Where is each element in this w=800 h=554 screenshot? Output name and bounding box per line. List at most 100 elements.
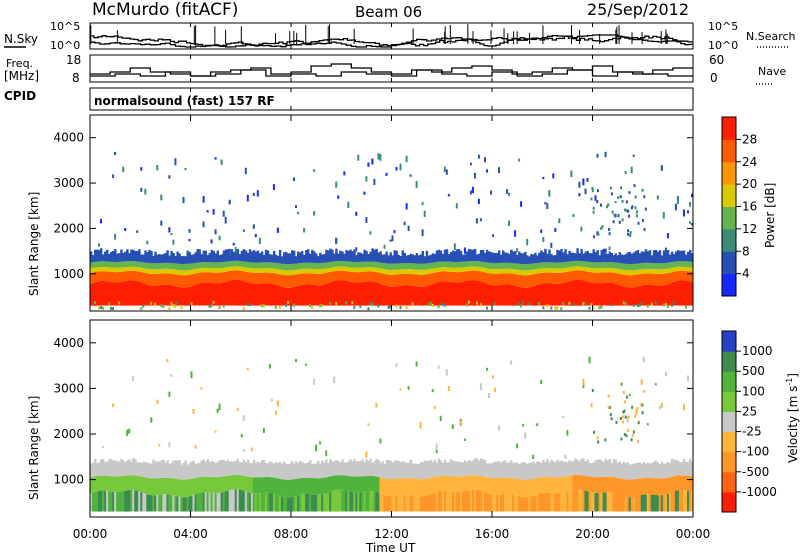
heatmap-cell xyxy=(632,154,635,157)
heatmap-cell xyxy=(449,282,453,306)
heatmap-cell xyxy=(216,268,219,273)
heatmap-cell xyxy=(216,272,219,284)
heatmap-cell xyxy=(576,270,579,280)
heatmap-cell xyxy=(142,492,145,512)
heatmap-cell xyxy=(632,430,635,434)
heatmap-cell xyxy=(315,463,318,479)
heatmap-cell xyxy=(548,268,551,273)
heatmap-cell xyxy=(634,414,637,418)
heatmap-cell xyxy=(124,490,127,512)
heatmap-cell xyxy=(596,272,599,284)
heatmap-cell xyxy=(128,266,131,271)
heatmap-cell xyxy=(383,285,386,306)
heatmap-cell xyxy=(678,475,682,490)
heatmap-cell xyxy=(176,274,179,287)
heatmap-cell xyxy=(582,253,585,262)
heatmap-cell xyxy=(395,269,398,275)
heatmap-cell xyxy=(100,306,102,309)
heatmap-cell xyxy=(650,285,654,306)
heatmap-cell xyxy=(477,490,481,512)
heatmap-cell xyxy=(492,285,495,306)
heatmap-cell xyxy=(387,479,390,497)
heatmap-cell xyxy=(160,194,163,201)
heatmap-cell xyxy=(128,475,131,490)
heatmap-cell xyxy=(337,266,340,271)
heatmap-cell xyxy=(514,230,517,237)
heatmap-cell xyxy=(469,162,472,166)
heatmap-cell xyxy=(264,283,268,306)
heatmap-cell xyxy=(160,263,163,269)
heatmap-cell xyxy=(618,263,621,270)
velocity-colorbar-label: Velocity [m s-1] xyxy=(785,373,800,463)
heatmap-cell xyxy=(305,250,308,263)
heatmap-cell xyxy=(164,262,167,269)
heatmap-cell xyxy=(411,254,414,264)
heatmap-cell xyxy=(369,475,372,491)
heatmap-cell xyxy=(606,205,609,209)
heatmap-cell xyxy=(682,261,686,267)
heatmap-cell xyxy=(220,159,223,165)
heatmap-cell xyxy=(435,282,439,306)
heatmap-cell xyxy=(626,287,630,306)
heatmap-cell xyxy=(303,268,306,274)
heatmap-cell xyxy=(196,268,199,274)
heatmap-cell xyxy=(395,496,398,512)
heatmap-cell xyxy=(433,459,437,477)
heatmap-cell xyxy=(518,158,521,162)
power-colorbar-label: Power [dB] xyxy=(763,183,777,248)
heatmap-cell xyxy=(136,462,139,476)
heatmap-cell xyxy=(407,255,410,264)
heatmap-cell xyxy=(339,261,342,267)
heatmap-cell xyxy=(293,496,296,512)
heatmap-cell xyxy=(100,459,103,476)
heatmap-cell xyxy=(202,221,205,228)
heatmap-cell xyxy=(598,262,601,269)
heatmap-cell xyxy=(194,494,197,512)
heatmap-cell xyxy=(188,274,191,287)
heatmap-cell xyxy=(393,263,396,270)
nave-label: Nave xyxy=(758,65,786,78)
heatmap-cell xyxy=(236,270,240,280)
heatmap-cell xyxy=(588,306,591,310)
heatmap-cell xyxy=(262,304,265,308)
heatmap-cell xyxy=(672,261,676,268)
heatmap-cell xyxy=(349,491,352,512)
heatmap-cell xyxy=(226,267,230,272)
heatmap-cell xyxy=(676,271,680,281)
heatmap-cell xyxy=(488,477,491,494)
heatmap-cell xyxy=(556,306,559,310)
heatmap-cell xyxy=(640,251,644,263)
heatmap-cell xyxy=(270,268,274,273)
heatmap-cell xyxy=(96,271,99,282)
heatmap-cell xyxy=(488,284,491,306)
heatmap-cell xyxy=(299,285,302,306)
heatmap-cell xyxy=(469,249,473,261)
heatmap-cell xyxy=(502,477,505,495)
heatmap-cell xyxy=(411,285,414,306)
heatmap-cell xyxy=(256,268,260,273)
heatmap-cell xyxy=(208,476,211,493)
heatmap-cell xyxy=(666,493,670,512)
heatmap-cell xyxy=(490,284,493,306)
heatmap-cell xyxy=(250,447,253,452)
heatmap-cell xyxy=(150,417,153,423)
heatmap-cell xyxy=(126,271,129,281)
heatmap-cell xyxy=(329,248,332,262)
heatmap-cell xyxy=(580,475,583,490)
heatmap-cell xyxy=(582,490,585,512)
heatmap-cell xyxy=(562,252,565,263)
heatmap-cell xyxy=(554,462,557,478)
heatmap-cell xyxy=(106,249,109,262)
heatmap-cell xyxy=(126,475,129,491)
heatmap-cell xyxy=(226,271,230,282)
heatmap-cell xyxy=(622,410,625,414)
heatmap-cell xyxy=(254,234,257,238)
heatmap-cell xyxy=(413,274,416,287)
heatmap-cell xyxy=(108,253,111,262)
freq-right-tick-bottom: 0 xyxy=(710,71,718,85)
heatmap-cell xyxy=(542,252,545,263)
heatmap-cell xyxy=(682,209,685,217)
heatmap-cell xyxy=(254,262,258,269)
heatmap-cell xyxy=(634,195,637,199)
heatmap-cell xyxy=(106,461,109,476)
